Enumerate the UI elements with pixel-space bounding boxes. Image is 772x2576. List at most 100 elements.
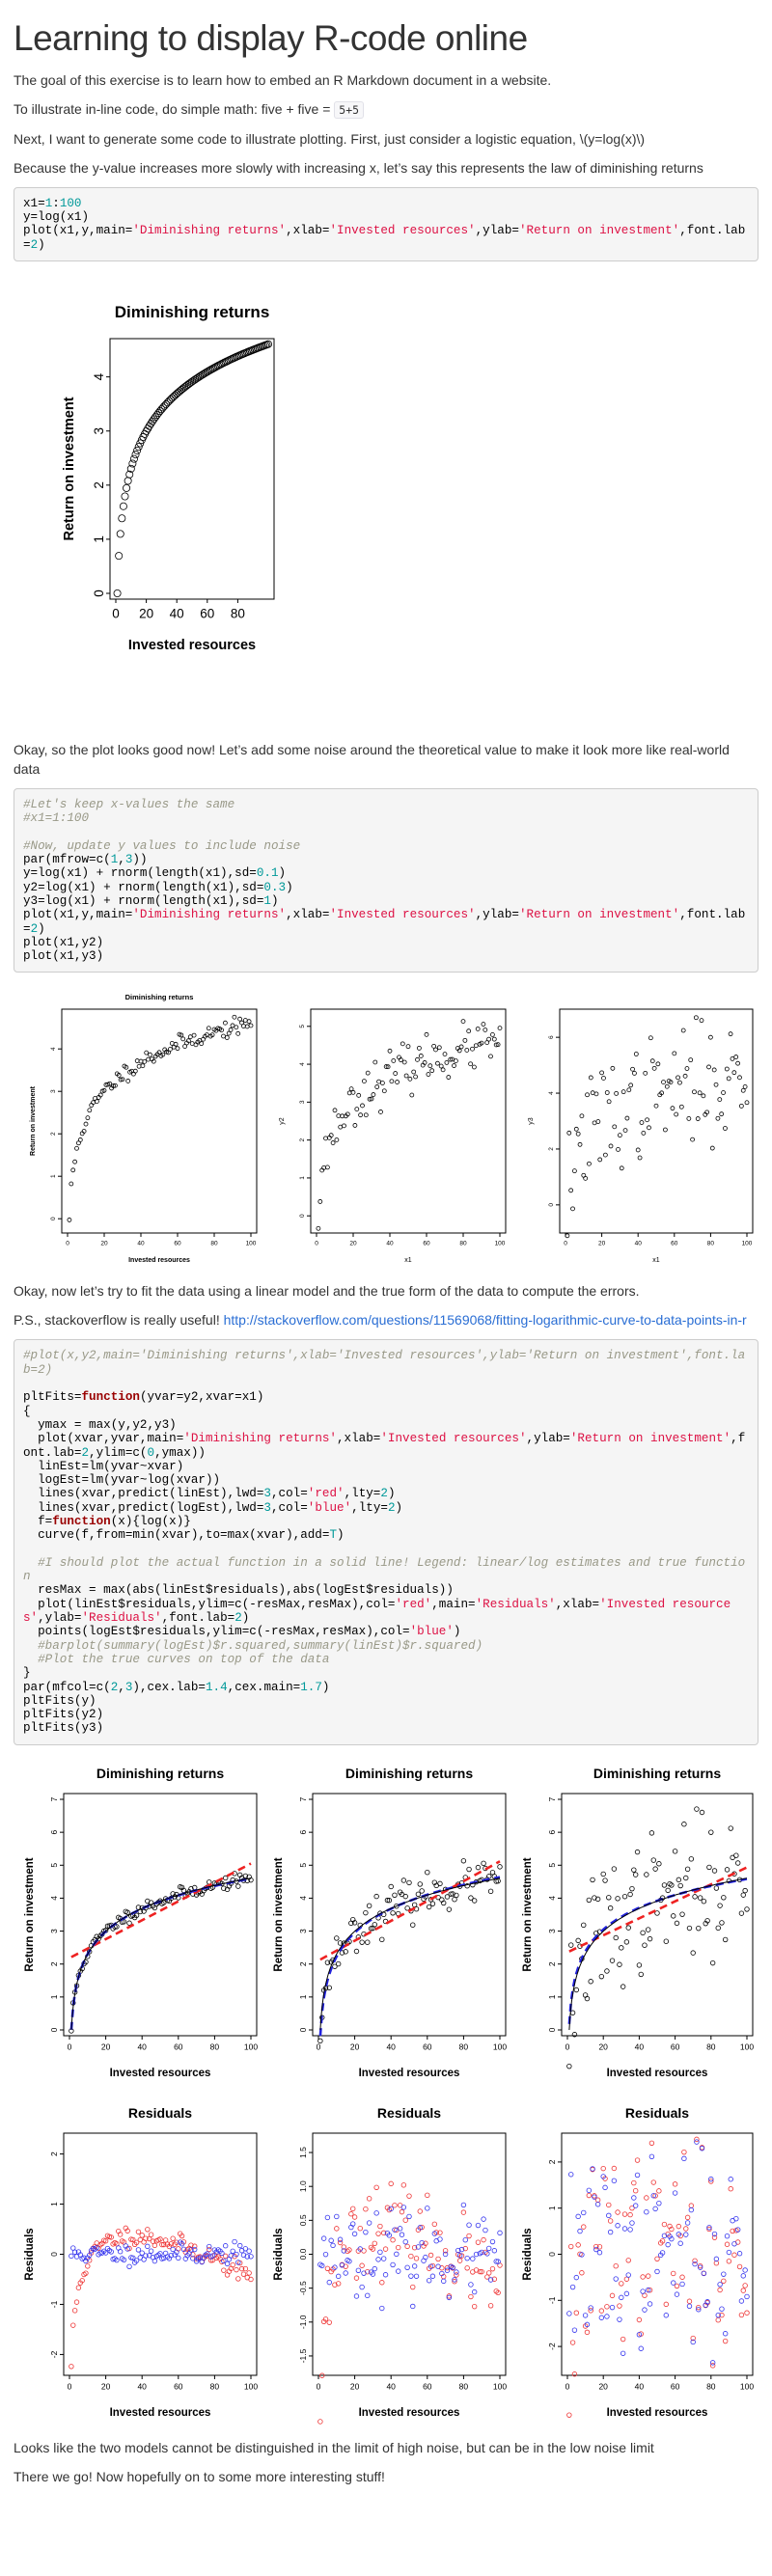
true-curve-line [70,1877,252,2030]
residual-point-linear [161,2241,167,2247]
data-point [118,1078,124,1082]
residual-point-linear [157,2235,163,2242]
data-point [221,1885,227,1891]
residual-point-log [404,2264,410,2270]
x-tick-label: 60 [671,2381,680,2391]
residual-point-linear [117,2232,124,2237]
data-point [389,1079,395,1084]
residual-point-log [590,2166,595,2172]
data-point [583,1176,589,1182]
residual-point-log [652,2206,658,2211]
residual-point-log [620,2350,626,2356]
residual-point-linear [332,2282,338,2288]
residual-point-linear [645,2273,651,2279]
residual-point-linear [341,2244,347,2250]
data-point [351,1919,358,1926]
residual-point-linear [481,2236,486,2243]
data-point [608,1143,614,1149]
residual-point-log [410,2303,416,2309]
residual-point-log [444,2267,451,2273]
data-point [607,1905,614,1911]
data-point [379,1936,385,1942]
y-tick-label: 2 [50,1132,57,1136]
data-point [695,1116,701,1122]
data-point [136,1064,142,1070]
data-point [317,2038,323,2043]
data-point [411,1902,418,1907]
data-point [652,1866,658,1872]
data-point [737,1075,742,1081]
data-point [606,1099,612,1105]
data-point [719,1111,725,1117]
data-point [661,1080,666,1085]
data-point [628,1082,634,1088]
chart-res2: Residuals 0 20 40 60 80 100 -1.5 -1.0 -0.5 0.0 0.5 1… [273,2105,507,2425]
data-point [206,1026,211,1031]
data-point [677,1882,683,1888]
data-point [325,1165,330,1170]
residual-point-log [330,2242,336,2248]
residual-point-linear [246,2269,252,2276]
data-point [697,1895,703,1901]
x-tick-label: 60 [423,2042,432,2051]
data-point [400,1041,405,1047]
data-point [462,1038,468,1044]
y-tick-label: 2 [92,481,106,489]
residual-point-log [744,2293,750,2299]
data-point [672,1051,677,1056]
data-point [332,1963,338,1969]
x-tick-label: 80 [210,2042,220,2051]
data-point [128,459,137,468]
residual-point-log [431,2231,438,2236]
linear-fit-line [319,1859,501,1960]
residual-point-log [696,2306,702,2313]
data-point [602,1877,608,1883]
residual-point-linear [706,2226,712,2232]
data-point [653,1104,659,1110]
residual-point-log [586,2187,593,2193]
y-axis-label: Return on investment [62,397,77,540]
data-point [699,1018,704,1024]
chart-res3: Residuals 0 20 40 60 80 100 -2 -1 0 1 2 Invested res… [522,2105,754,2419]
data-point [316,1226,321,1232]
y-tick-label: 0 [547,2027,557,2032]
residual-point-log [69,2253,74,2259]
residual-point-linear [373,2184,379,2190]
data-point [612,1124,618,1130]
chart-title: Diminishing returns [345,1766,473,1781]
data-point [699,1809,705,1815]
y-axis-label: y2 [279,1118,286,1126]
data-point [575,1937,581,1943]
residual-point-log [366,2220,372,2226]
x-tick-label: 0 [68,2042,72,2051]
residual-point-log [124,2245,130,2252]
residual-point-linear [676,2223,682,2230]
residual-point-log [711,2231,718,2236]
inline-code-text: To illustrate in-line code, do simple ma… [14,100,335,117]
data-point [74,1146,79,1152]
y-tick-label: 1 [299,1176,306,1180]
residual-point-linear [717,2287,723,2292]
x-tick-label: 60 [174,1241,181,1247]
data-point [166,395,175,403]
data-point [366,1903,372,1908]
residual-point-log [370,2271,376,2277]
residual-point-log [408,2273,414,2279]
data-point [676,1075,680,1081]
stackoverflow-link[interactable]: http://stackoverflow.com/questions/11569… [223,1312,747,1329]
residual-point-linear [159,2241,165,2248]
x-tick-label: 100 [246,1241,257,1247]
residual-point-linear [627,2211,633,2218]
data-point [740,1088,746,1094]
x-tick-label: 40 [137,2042,147,2051]
residual-point-linear [593,2243,599,2250]
x-tick-label: 100 [244,2042,258,2051]
residual-point-linear [460,2209,467,2215]
data-point [173,1042,179,1048]
data-point [724,1866,731,1873]
linear-fit-line [70,1862,252,1959]
data-point [395,1080,400,1085]
residual-point-linear [721,2278,727,2284]
data-point [133,1912,140,1918]
